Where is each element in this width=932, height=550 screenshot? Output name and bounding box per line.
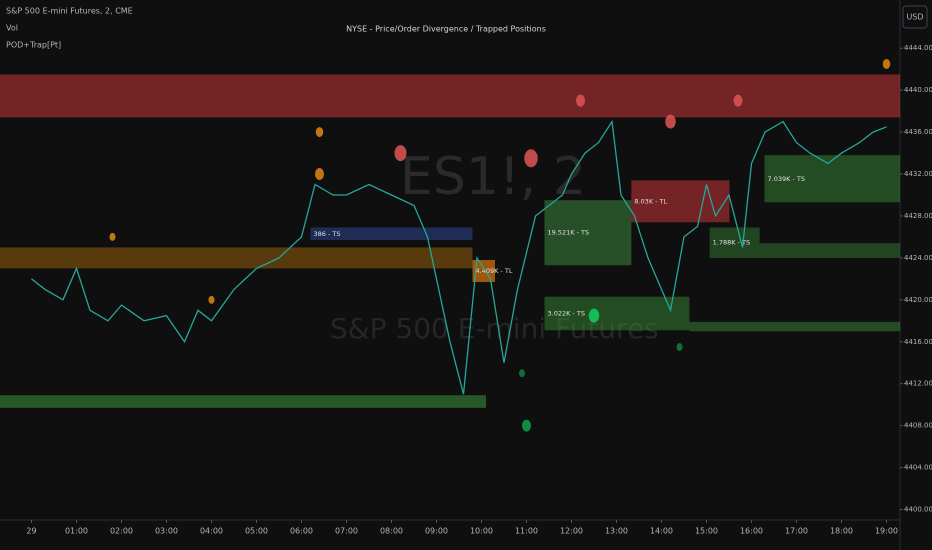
bubble xyxy=(208,295,215,304)
watermark: S&P 500 E-mini Futures xyxy=(330,312,659,345)
zone xyxy=(764,155,900,203)
bubble xyxy=(576,94,585,107)
y-tick-label: 4432.00 xyxy=(904,170,932,178)
x-tick-label: 18:00 xyxy=(830,527,853,536)
y-tick-label: 4424.00 xyxy=(904,254,932,262)
x-tick-label: 19:00 xyxy=(875,527,898,536)
bubble xyxy=(665,114,676,129)
x-tick-label: 09:00 xyxy=(425,527,448,536)
x-tick-label: 14:00 xyxy=(650,527,673,536)
y-tick-label: 4404.00 xyxy=(904,464,932,472)
bubble xyxy=(315,168,324,181)
zone xyxy=(310,227,473,241)
watermark: ES1!, 2 xyxy=(400,147,586,207)
x-tick-label: 29 xyxy=(26,527,36,536)
indicator: Vol xyxy=(6,24,18,33)
y-tick-label: 4416.00 xyxy=(904,338,932,346)
zone xyxy=(0,74,900,118)
y-tick-label: 4440.00 xyxy=(904,86,932,94)
zone-label: 8.03K - TL xyxy=(634,197,667,205)
bubble xyxy=(519,369,525,378)
y-tick-label: 4408.00 xyxy=(904,422,932,430)
x-tick-label: 12:00 xyxy=(560,527,583,536)
currency[interactable]: USD xyxy=(906,13,923,22)
zone xyxy=(0,247,473,269)
zone-label: 1.788K - TS xyxy=(713,239,750,247)
x-tick-label: 13:00 xyxy=(605,527,628,536)
zone-label: 386 - TS xyxy=(314,230,341,238)
x-tick-label: 11:00 xyxy=(515,527,538,536)
y-tick-label: 4436.00 xyxy=(904,128,932,136)
bubble xyxy=(315,127,324,138)
zone xyxy=(631,180,730,223)
zone xyxy=(544,200,632,266)
indicator: POD+Trap[Pt] xyxy=(6,41,61,50)
zone xyxy=(0,395,486,408)
y-tick-label: 4444.00 xyxy=(904,44,932,52)
x-tick-label: 08:00 xyxy=(380,527,403,536)
zone xyxy=(759,243,900,258)
x-tick-label: 16:00 xyxy=(740,527,763,536)
currency-button[interactable] xyxy=(902,5,928,29)
bubble xyxy=(524,149,538,168)
bubble xyxy=(588,308,600,323)
bubble xyxy=(733,94,743,107)
bubble xyxy=(882,58,891,69)
x-tick-label: 06:00 xyxy=(290,527,313,536)
symbol: S&P 500 E-mini Futures, 2, CME xyxy=(6,7,133,16)
y-tick-label: 4420.00 xyxy=(904,296,932,304)
x-tick-label: 01:00 xyxy=(65,527,88,536)
zone xyxy=(689,321,900,332)
plot: 4400.00 4404.00 4408.00 4412.00 4416.00 4420.… xyxy=(0,44,932,536)
bubble xyxy=(109,232,116,241)
x-tick-label: 17:00 xyxy=(785,527,808,536)
x-tick-label: 10:00 xyxy=(470,527,493,536)
price-line xyxy=(31,119,887,395)
x-tick-label: 04:00 xyxy=(200,527,223,536)
y-tick-label: 4428.00 xyxy=(904,212,932,220)
zone xyxy=(709,227,760,258)
x-tick-label: 07:00 xyxy=(335,527,358,536)
zone xyxy=(544,296,690,331)
y-tick-label: 4412.00 xyxy=(904,380,932,388)
y-tick-label: 4400.00 xyxy=(904,506,932,514)
x-tick-label: 03:00 xyxy=(155,527,178,536)
bubble xyxy=(676,343,683,352)
zone-label: 3.022K - TS xyxy=(548,309,585,317)
chart-title: NYSE - Price/Order Divergence / Trapped … xyxy=(346,25,546,34)
bubble xyxy=(394,145,407,162)
zone-label: 7.039K - TS xyxy=(768,175,805,183)
zone-label: 4.409K - TL xyxy=(476,267,513,275)
bubble xyxy=(522,419,531,432)
zone-label: 19.521K - TS xyxy=(548,229,590,237)
x-tick-label: 02:00 xyxy=(110,527,133,536)
x-tick-label: 15:00 xyxy=(695,527,718,536)
x-tick-label: 05:00 xyxy=(245,527,268,536)
